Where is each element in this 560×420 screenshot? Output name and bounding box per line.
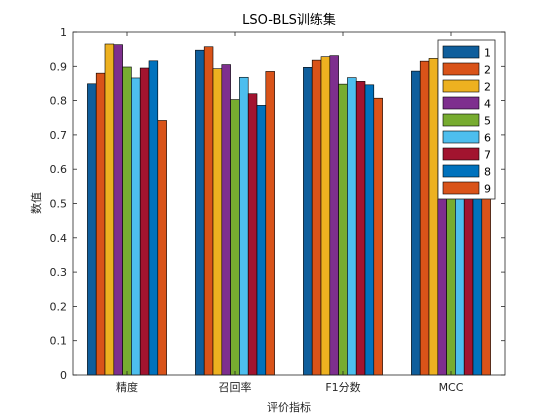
- legend-label-9: 9: [484, 183, 491, 196]
- bar-2-series-8: [256, 105, 267, 376]
- bar-1-series-1: [87, 83, 97, 376]
- bar-4-series-3: [428, 58, 439, 376]
- legend-swatch-6: [442, 130, 480, 144]
- bar-2-series-4: [221, 64, 231, 376]
- x-tick-label-0: 精度: [116, 380, 138, 394]
- legend-swatch-1: [442, 45, 480, 59]
- y-axis-label: 数值: [30, 192, 43, 214]
- bar-2-series-1: [195, 49, 205, 376]
- bar-3-series-9: [373, 97, 383, 376]
- bar-1-series-7: [139, 67, 150, 376]
- bar-1-series-2: [95, 72, 106, 376]
- legend-label-5: 5: [484, 115, 491, 128]
- y-tick-label-5: 0.5: [50, 198, 68, 211]
- legend-label-1: 1: [484, 47, 491, 60]
- bar-3-series-6: [347, 77, 357, 376]
- legend-swatch-8: [442, 164, 480, 178]
- bar-4-series-2: [419, 60, 430, 376]
- bar-3-series-8: [364, 84, 375, 376]
- legend-label-6: 6: [484, 132, 491, 145]
- chart-title: LSO-BLS训练集: [242, 12, 336, 28]
- y-tick-label-3: 0.3: [50, 266, 68, 279]
- bar-2-series-6: [239, 76, 249, 376]
- bar-1-series-4: [113, 44, 123, 376]
- bar-3-series-2: [311, 59, 322, 376]
- x-tick-label-2: F1分数: [325, 381, 360, 394]
- legend-swatch-9: [442, 181, 480, 195]
- bar-3-series-7: [355, 81, 366, 376]
- y-tick-label-7: 0.7: [50, 129, 68, 142]
- x-tick-label-1: 召回率: [219, 380, 252, 394]
- y-tick-label-0: 0: [60, 369, 67, 382]
- legend-swatch-5: [442, 113, 480, 127]
- bar-3-series-3: [320, 56, 331, 376]
- ticks-layer: 0 0.1 0.2 0.3 0.4 0.5 0.6 0.7 0.8 0.9 1 精度 召回率 F1分数 MC…: [50, 26, 505, 394]
- bar-2-series-7: [247, 93, 258, 376]
- legend-label-4: 4: [484, 98, 491, 111]
- bar-1-series-6: [131, 77, 141, 376]
- y-tick-label-6: 0.6: [50, 163, 68, 176]
- bar-2-series-9: [265, 71, 275, 376]
- legend-swatch-2: [442, 62, 480, 76]
- legend-swatch-3: [442, 79, 480, 93]
- y-tick-label-1: 0.1: [50, 335, 68, 348]
- legend-swatch-7: [442, 147, 480, 161]
- legend-label-2: 2: [484, 64, 491, 77]
- x-axis-label: 评价指标: [267, 400, 311, 414]
- bar-3-series-1: [303, 67, 313, 376]
- legend: 1 2 2 4 5 6 7 8 9: [437, 39, 496, 200]
- bar-2-series-5: [230, 99, 240, 376]
- bar-1-series-5: [122, 66, 132, 376]
- legend-label-3: 2: [484, 81, 491, 94]
- legend-swatch-4: [442, 96, 480, 110]
- y-tick-label-8: 0.8: [50, 95, 68, 108]
- y-tick-label-2: 0.2: [50, 300, 68, 313]
- bar-1-series-3: [104, 43, 115, 376]
- legend-label-8: 8: [484, 166, 491, 179]
- bar-1-series-8: [148, 60, 159, 376]
- bar-3-series-5: [338, 83, 348, 376]
- bar-4-series-1: [411, 70, 421, 376]
- bar-3-series-4: [329, 55, 339, 376]
- y-tick-label-4: 0.4: [50, 232, 68, 245]
- bar-1-series-9: [157, 120, 167, 376]
- x-tick-label-3: MCC: [439, 381, 464, 394]
- y-tick-label-9: 0.9: [50, 60, 68, 73]
- bar-2-series-3: [212, 68, 223, 376]
- legend-label-7: 7: [484, 149, 491, 162]
- bars-layer: [87, 43, 491, 376]
- y-tick-label-10: 1: [60, 26, 67, 39]
- bar-2-series-2: [203, 46, 214, 376]
